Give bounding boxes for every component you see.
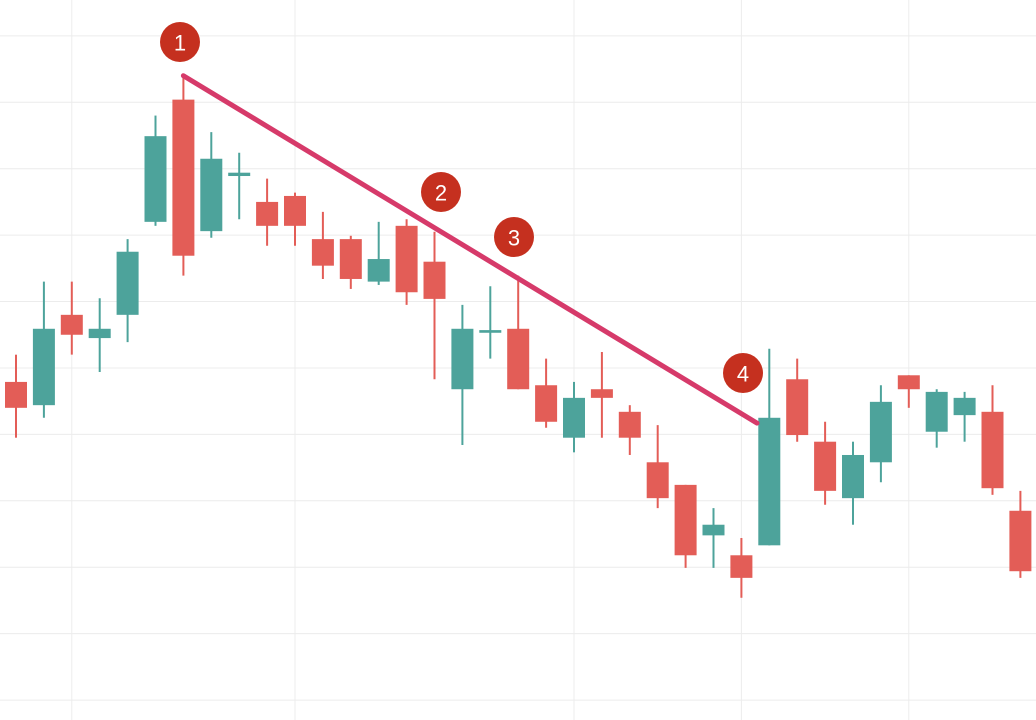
- candle-body: [116, 251, 139, 315]
- annotation-marker: [723, 353, 763, 393]
- candle-body: [869, 401, 892, 463]
- candle-body: [814, 441, 837, 491]
- candle-body: [5, 381, 27, 408]
- candle-body: [730, 555, 753, 578]
- annotation-label: 4: [737, 362, 749, 387]
- candle-body: [981, 411, 1004, 489]
- candle-body: [60, 314, 83, 335]
- candle-body: [507, 328, 530, 390]
- candle-body: [144, 136, 167, 222]
- annotation-label: 2: [435, 181, 447, 206]
- candle-body: [758, 417, 781, 546]
- candle-body: [339, 239, 362, 279]
- trendline: [180, 73, 760, 426]
- candle-body: [786, 379, 809, 436]
- candle-body: [535, 385, 558, 422]
- annotation-label: 1: [174, 31, 186, 56]
- annotation-marker: [160, 22, 200, 62]
- candle-body: [842, 454, 864, 499]
- candle-body: [953, 397, 976, 416]
- candle-body: [88, 328, 111, 339]
- candle-body: [451, 328, 474, 390]
- candle-body: [563, 397, 585, 438]
- candle-body: [228, 172, 251, 177]
- candle-body: [674, 484, 697, 556]
- candle-body: [897, 375, 920, 390]
- candle-body: [646, 462, 669, 499]
- candle-body: [172, 99, 195, 256]
- candle-body: [423, 261, 446, 299]
- annotation-marker: [421, 172, 461, 212]
- candle-body: [367, 259, 390, 282]
- candle-body: [200, 158, 223, 232]
- candle-body: [702, 524, 725, 536]
- candle-body: [284, 195, 306, 226]
- candle-body: [311, 239, 334, 266]
- candle-body: [32, 328, 55, 406]
- annotation-label: 3: [508, 226, 520, 251]
- candle-body: [618, 411, 641, 438]
- candle-body: [925, 391, 948, 432]
- candle-body: [1009, 510, 1032, 572]
- candle-body: [590, 389, 613, 398]
- candle-body: [256, 201, 279, 226]
- candle-body: [395, 225, 418, 293]
- annotation-marker: [494, 217, 534, 257]
- candle-body: [479, 330, 502, 333]
